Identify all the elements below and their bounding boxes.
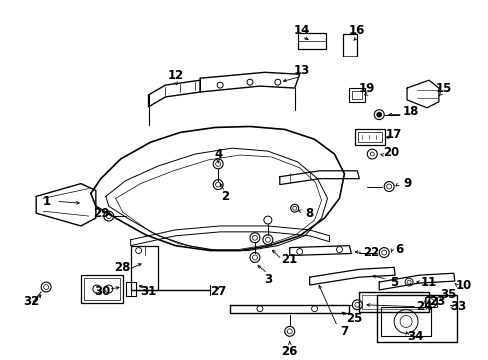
Text: 6: 6: [394, 243, 403, 256]
Text: 15: 15: [435, 82, 451, 95]
Text: 34: 34: [406, 330, 422, 343]
Text: 8: 8: [305, 207, 313, 220]
Text: 3: 3: [263, 273, 271, 285]
Text: 27: 27: [210, 285, 226, 298]
Text: 14: 14: [293, 24, 309, 37]
Text: 17: 17: [385, 128, 402, 141]
Text: 32: 32: [23, 295, 39, 308]
Bar: [358, 132, 382, 142]
Text: 29: 29: [92, 207, 109, 220]
Text: 2: 2: [221, 190, 229, 203]
Text: 5: 5: [389, 276, 397, 289]
Bar: [84, 278, 120, 300]
Text: 26: 26: [281, 345, 297, 357]
Text: 19: 19: [358, 82, 375, 95]
Text: 20: 20: [382, 145, 399, 159]
Text: 35: 35: [440, 288, 456, 301]
Text: 24: 24: [415, 300, 431, 313]
Text: 21: 21: [281, 253, 297, 266]
Text: 11: 11: [420, 276, 436, 289]
Text: 33: 33: [450, 300, 466, 313]
Bar: [349, 88, 365, 102]
Bar: [424, 297, 436, 307]
Bar: [355, 130, 385, 145]
Text: 13: 13: [293, 64, 309, 77]
Text: 31: 31: [140, 285, 156, 298]
Bar: [376, 295, 456, 342]
Text: 18: 18: [402, 105, 418, 118]
Text: 9: 9: [402, 177, 410, 190]
Text: 12: 12: [167, 69, 183, 82]
Text: 22: 22: [363, 246, 379, 259]
Text: 23: 23: [428, 295, 444, 308]
Text: 30: 30: [95, 285, 111, 298]
Bar: [297, 33, 325, 49]
Bar: [130, 246, 158, 290]
Text: 10: 10: [455, 279, 471, 292]
Bar: [81, 275, 122, 303]
Circle shape: [376, 112, 381, 117]
Text: 7: 7: [340, 325, 348, 338]
Text: 4: 4: [214, 148, 222, 161]
Bar: [125, 282, 135, 296]
Text: 1: 1: [43, 195, 51, 208]
Bar: [352, 91, 362, 99]
Text: 28: 28: [114, 261, 131, 274]
Bar: [381, 307, 430, 336]
Text: 25: 25: [346, 312, 362, 325]
Text: 16: 16: [348, 24, 365, 37]
